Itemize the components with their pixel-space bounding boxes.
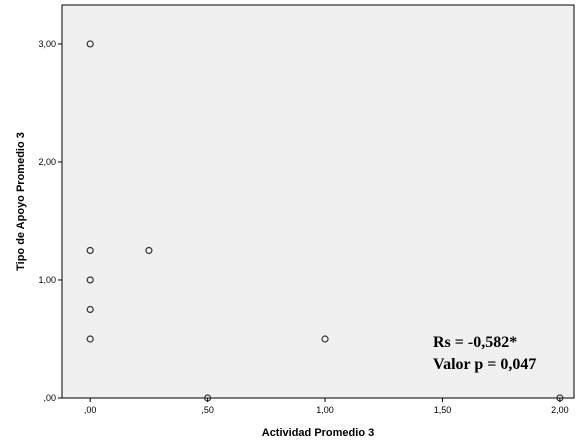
x-tick-label: ,50 bbox=[201, 405, 214, 415]
data-point bbox=[321, 335, 329, 343]
plot-area bbox=[61, 4, 575, 399]
y-tick-label: 1,00 bbox=[38, 275, 56, 285]
data-point bbox=[145, 246, 153, 255]
data-point bbox=[86, 335, 94, 343]
data-point bbox=[86, 276, 94, 284]
annotation-rs: Rs = -0,582* bbox=[433, 334, 517, 351]
ticks-layer: ,00 ,50 1,00 1,50 2,00 ,00 1,00 2,00 3,00 bbox=[38, 39, 568, 415]
x-tick-label: 2,00 bbox=[551, 405, 569, 415]
x-tick-label: 1,00 bbox=[316, 405, 334, 415]
x-tick-label: ,00 bbox=[84, 405, 97, 415]
y-tick-label: 3,00 bbox=[38, 39, 56, 49]
data-point bbox=[86, 40, 94, 48]
x-axis-label: Actividad Promedio 3 bbox=[262, 427, 374, 439]
annotation-p-value: Valor p = 0,047 bbox=[433, 356, 536, 373]
y-tick-label: 2,00 bbox=[38, 157, 56, 167]
y-axis-label: Tipo de Apoyo Promedio 3 bbox=[15, 132, 27, 271]
data-point bbox=[86, 305, 94, 314]
data-point bbox=[86, 246, 94, 255]
y-tick-label: ,00 bbox=[43, 393, 56, 403]
x-tick-label: 1,50 bbox=[434, 405, 452, 415]
